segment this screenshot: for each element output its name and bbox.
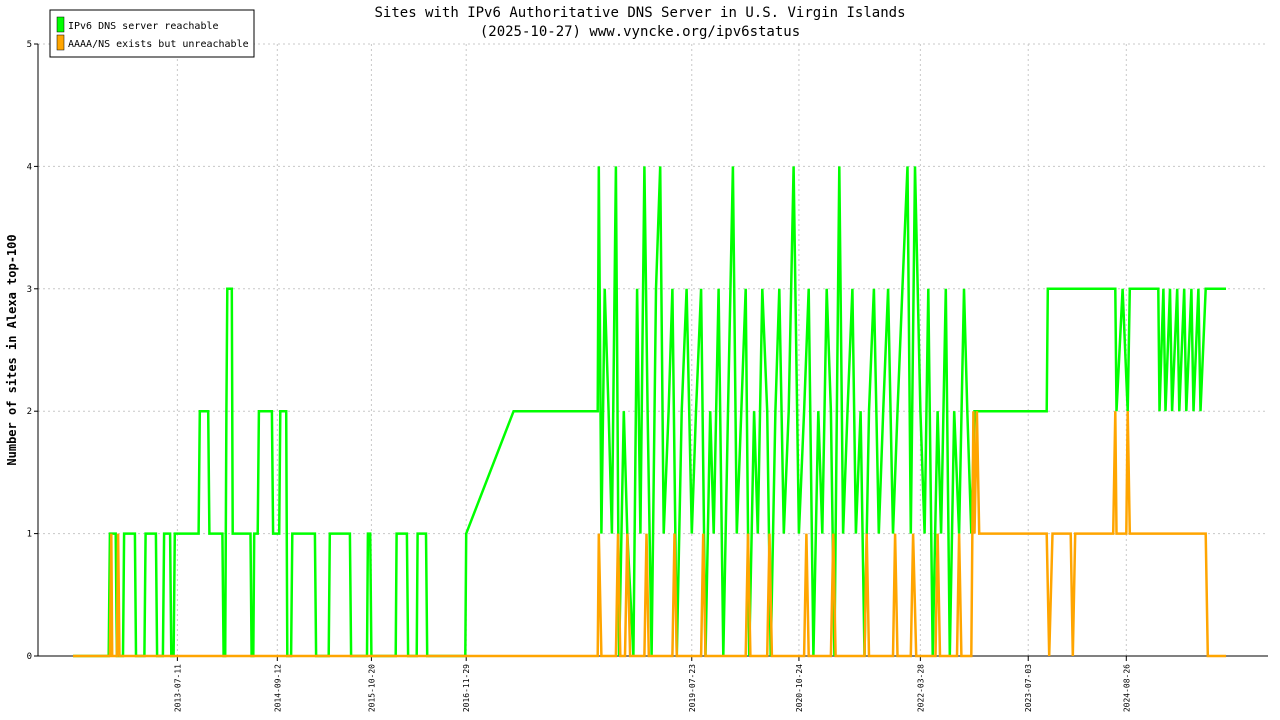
x-tick-label: 2022-03-28 xyxy=(916,664,925,712)
x-tick-label: 2019-07-23 xyxy=(688,664,697,712)
y-axis-label: Number of sites in Alexa top-100 xyxy=(5,234,19,465)
x-tick-label: 2014-09-12 xyxy=(273,664,282,712)
y-tick-label: 1 xyxy=(27,530,32,540)
legend-label-unreachable: AAAA/NS exists but unreachable xyxy=(68,39,249,50)
y-tick-label: 0 xyxy=(27,652,32,662)
x-tick-label: 2015-10-20 xyxy=(367,664,376,712)
legend-swatch-reachable xyxy=(56,16,65,33)
series-unreachable-line xyxy=(73,411,1226,658)
x-tick-label: 2016-11-29 xyxy=(462,664,471,712)
y-tick-label: 4 xyxy=(27,162,32,172)
chart-subtitle: (2025-10-27) www.vyncke.org/ipv6status xyxy=(480,24,800,40)
legend-label-reachable: IPv6 DNS server reachable xyxy=(68,21,219,32)
labels: Sites with IPv6 Authoritative DNS Server… xyxy=(5,5,906,466)
x-tick-label: 2013-07-11 xyxy=(173,664,182,712)
x-tick-label: 2024-08-26 xyxy=(1122,664,1131,712)
y-tick-label: 3 xyxy=(27,285,32,295)
x-tick-label: 2020-10-24 xyxy=(795,664,804,712)
legend: IPv6 DNS server reachable AAAA/NS exists… xyxy=(49,9,255,58)
series-reachable-line xyxy=(73,166,1226,658)
y-tick-label: 2 xyxy=(27,407,32,417)
x-tick-label: 2023-07-03 xyxy=(1024,664,1033,712)
legend-box xyxy=(49,9,255,58)
chart-title: Sites with IPv6 Authoritative DNS Server… xyxy=(374,5,905,21)
series-layer xyxy=(73,166,1226,658)
legend-swatch-unreachable xyxy=(56,34,65,51)
y-tick-label: 5 xyxy=(27,40,32,50)
